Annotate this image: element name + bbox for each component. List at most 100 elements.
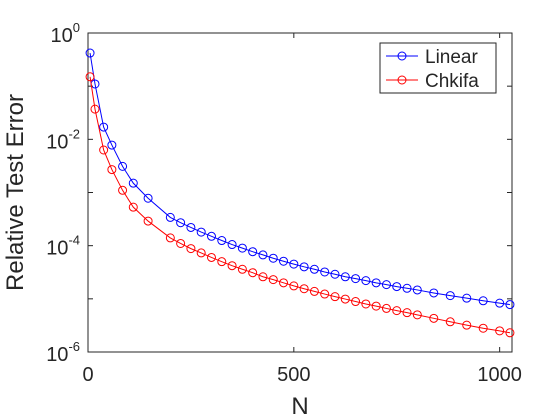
data-point-chkifa (371, 301, 381, 311)
data-point-linear (289, 259, 299, 269)
data-point-linear (237, 243, 247, 253)
y-tick-label: 10-4 (46, 233, 80, 260)
data-point-linear (429, 288, 439, 298)
data-point-chkifa (186, 244, 196, 254)
data-point-chkifa (143, 216, 153, 226)
y-tick-label-exponent: -6 (68, 339, 80, 354)
data-point-chkifa (381, 303, 391, 313)
data-point-chkifa (412, 310, 422, 320)
data-point-linear (340, 272, 350, 282)
data-point-linear (351, 274, 361, 284)
legend: Linear Chkifa (379, 42, 497, 94)
data-point-linear (495, 298, 505, 308)
data-point-chkifa (90, 104, 100, 114)
data-point-linear (381, 280, 391, 290)
data-point-chkifa (118, 185, 128, 195)
data-point-linear (412, 285, 422, 295)
y-axis-title: Relative Test Error (2, 94, 29, 291)
data-point-chkifa (478, 323, 488, 333)
data-point-chkifa (445, 317, 455, 327)
series-linear (85, 48, 515, 310)
data-point-chkifa (268, 275, 278, 285)
data-point-linear (99, 122, 109, 132)
data-point-linear (445, 291, 455, 301)
legend-label-linear: Linear (425, 47, 478, 68)
data-point-linear (258, 250, 268, 260)
x-tick-label: 1000 (477, 364, 522, 386)
data-point-chkifa (258, 272, 268, 282)
legend-label-chkifa: Chkifa (425, 71, 479, 92)
data-point-chkifa (330, 292, 340, 302)
data-point-linear (505, 300, 515, 310)
data-point-chkifa (299, 284, 309, 294)
data-point-linear (299, 262, 309, 272)
data-point-linear (118, 161, 128, 171)
data-point-chkifa (429, 313, 439, 323)
data-point-chkifa (320, 289, 330, 299)
data-point-chkifa (99, 145, 109, 155)
y-tick-label-exponent: -4 (68, 233, 80, 248)
y-tick-label: 10-2 (46, 126, 80, 153)
series-chkifa (85, 72, 515, 338)
legend-marker-linear (397, 51, 407, 61)
data-point-linear (143, 193, 153, 203)
data-point-linear (330, 269, 340, 279)
y-tick-label-base: 10 (46, 344, 68, 366)
data-point-chkifa (206, 252, 216, 262)
data-point-chkifa (402, 308, 412, 318)
series-line-linear (89, 52, 511, 306)
data-point-linear (361, 276, 371, 286)
data-point-linear (248, 247, 258, 257)
data-point-chkifa (495, 326, 505, 336)
data-point-linear (165, 212, 175, 222)
data-point-chkifa (351, 297, 361, 307)
data-point-linear (309, 264, 319, 274)
x-tick-label: 500 (277, 364, 310, 386)
data-point-linear (392, 282, 402, 292)
data-point-chkifa (128, 202, 138, 212)
data-point-chkifa (248, 268, 258, 278)
data-point-linear (279, 256, 289, 266)
series-line-chkifa (89, 76, 511, 334)
data-point-chkifa (340, 294, 350, 304)
data-point-linear (176, 218, 186, 228)
data-point-linear (478, 296, 488, 306)
y-tick-label: 10-6 (46, 339, 80, 366)
data-point-linear (85, 48, 95, 58)
y-tick-label-base: 10 (46, 238, 68, 260)
data-point-linear (227, 240, 237, 250)
data-point-chkifa (392, 306, 402, 316)
data-point-chkifa (227, 261, 237, 271)
y-tick-label-base: 10 (46, 131, 68, 153)
data-point-chkifa (85, 72, 95, 82)
x-tick-label: 0 (82, 364, 93, 386)
data-point-chkifa (196, 248, 206, 258)
data-point-chkifa (462, 320, 472, 330)
data-point-chkifa (309, 286, 319, 296)
data-point-linear (107, 140, 117, 150)
data-point-linear (196, 227, 206, 237)
data-point-linear (206, 231, 216, 241)
y-tick-label-exponent: 0 (73, 20, 80, 35)
data-point-chkifa (107, 165, 117, 175)
y-tick-label-exponent: -2 (68, 126, 80, 141)
legend-box (379, 42, 497, 94)
data-point-linear (217, 236, 227, 246)
data-point-chkifa (279, 278, 289, 288)
data-point-linear (462, 293, 472, 303)
data-point-chkifa (165, 233, 175, 243)
data-point-chkifa (361, 299, 371, 309)
legend-marker-chkifa (397, 75, 407, 85)
data-point-chkifa (289, 281, 299, 291)
y-tick-label-base: 10 (51, 25, 73, 47)
data-point-chkifa (176, 238, 186, 248)
x-axis-title: N (291, 393, 308, 420)
data-point-chkifa (237, 264, 247, 274)
data-point-linear (268, 253, 278, 263)
data-point-linear (320, 267, 330, 277)
data-point-linear (128, 178, 138, 188)
y-tick-label: 100 (51, 20, 80, 47)
series-layer (85, 48, 515, 338)
